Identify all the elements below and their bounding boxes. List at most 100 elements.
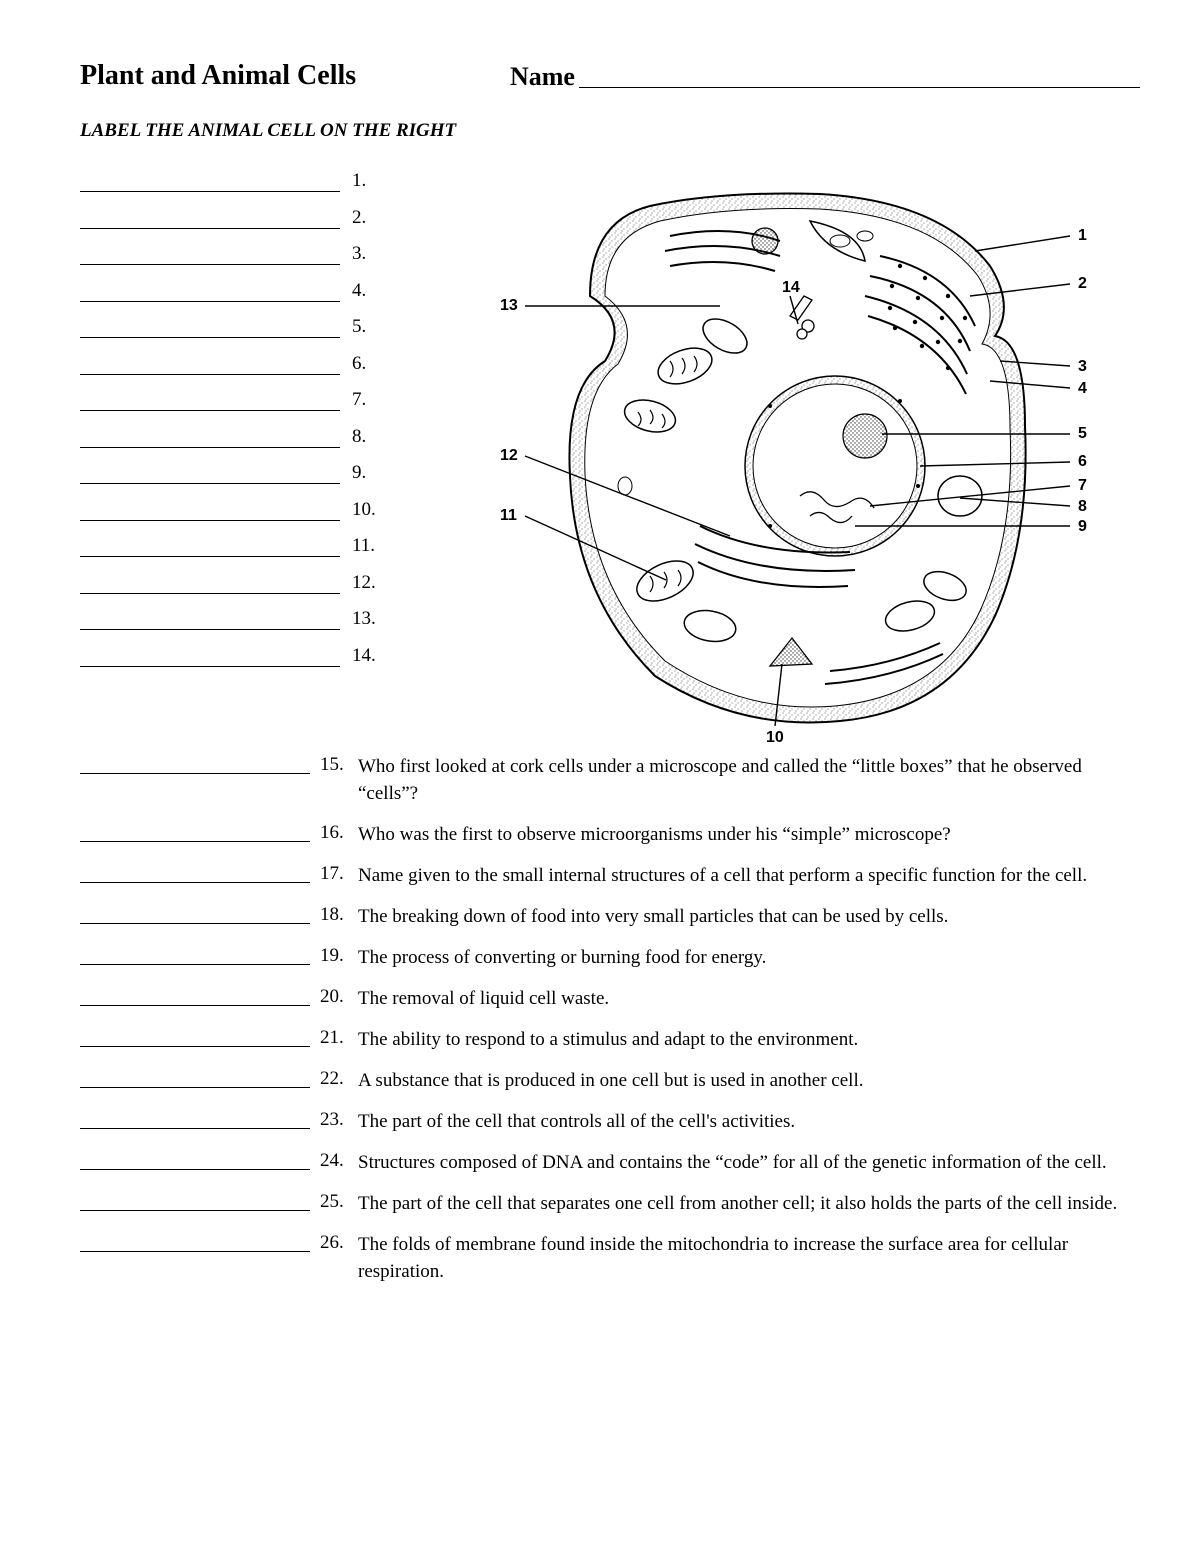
question-number: 17. (320, 863, 358, 885)
label-number: 1. (352, 170, 366, 192)
question-number: 23. (320, 1109, 358, 1131)
answer-blank[interactable] (80, 391, 340, 411)
question-number: 24. (320, 1150, 358, 1172)
question-row: 20.The removal of liquid cell waste. (80, 986, 1140, 1013)
question-text: The part of the cell that controls all o… (358, 1109, 1140, 1136)
question-row: 26.The folds of membrane found inside th… (80, 1232, 1140, 1286)
diagram-label-6: 6 (1078, 453, 1087, 470)
question-row: 21.The ability to respond to a stimulus … (80, 1027, 1140, 1054)
answer-blank[interactable] (80, 1068, 310, 1088)
answer-blank[interactable] (80, 537, 340, 557)
cell-diagram-container: 1 2 3 4 5 6 7 8 9 10 11 12 13 14 (440, 166, 1140, 746)
question-row: 17.Name given to the small internal stru… (80, 863, 1140, 890)
label-blank-row: 1. (80, 170, 420, 192)
question-text: The removal of liquid cell waste. (358, 986, 1140, 1013)
answer-blank[interactable] (80, 647, 340, 667)
answer-blank[interactable] (80, 1150, 310, 1170)
question-number: 15. (320, 754, 358, 776)
answer-blank[interactable] (80, 1191, 310, 1211)
answer-blank[interactable] (80, 355, 340, 375)
answer-blank[interactable] (80, 501, 340, 521)
question-text: Structures composed of DNA and contains … (358, 1150, 1140, 1177)
answer-blank[interactable] (80, 863, 310, 883)
question-text: Who first looked at cork cells under a m… (358, 754, 1140, 808)
answer-blank[interactable] (80, 610, 340, 630)
answer-blank[interactable] (80, 172, 340, 192)
question-row: 19.The process of converting or burning … (80, 945, 1140, 972)
question-number: 18. (320, 904, 358, 926)
section-instruction: LABEL THE ANIMAL CELL ON THE RIGHT (80, 120, 1140, 142)
worksheet-title: Plant and Animal Cells (80, 60, 510, 92)
label-blank-row: 10. (80, 499, 420, 521)
question-text: The folds of membrane found inside the m… (358, 1232, 1140, 1286)
diagram-label-14: 14 (782, 279, 800, 296)
diagram-label-13: 13 (500, 297, 518, 314)
label-blank-row: 2. (80, 207, 420, 229)
label-number: 12. (352, 572, 376, 594)
question-number: 16. (320, 822, 358, 844)
question-row: 25.The part of the cell that separates o… (80, 1191, 1140, 1218)
name-blank-line[interactable] (579, 87, 1140, 88)
question-text: Who was the first to observe microorgani… (358, 822, 1140, 849)
answer-blank[interactable] (80, 945, 310, 965)
label-blank-row: 12. (80, 572, 420, 594)
answer-blank[interactable] (80, 245, 340, 265)
answer-blank[interactable] (80, 1027, 310, 1047)
label-blank-row: 6. (80, 353, 420, 375)
label-number: 8. (352, 426, 366, 448)
answer-blank[interactable] (80, 1232, 310, 1252)
diagram-label-11: 11 (500, 507, 517, 524)
question-text: The process of converting or burning foo… (358, 945, 1140, 972)
answer-blank[interactable] (80, 822, 310, 842)
question-text: The ability to respond to a stimulus and… (358, 1027, 1140, 1054)
answer-blank[interactable] (80, 318, 340, 338)
label-number: 5. (352, 316, 366, 338)
label-number: 3. (352, 243, 366, 265)
diagram-label-3: 3 (1078, 358, 1087, 375)
label-number: 2. (352, 207, 366, 229)
question-row: 22.A substance that is produced in one c… (80, 1068, 1140, 1095)
answer-blank[interactable] (80, 428, 340, 448)
answer-blank[interactable] (80, 754, 310, 774)
label-number: 13. (352, 608, 376, 630)
answer-blank[interactable] (80, 574, 340, 594)
animal-cell-diagram: 1 2 3 4 5 6 7 8 9 10 11 12 13 14 (470, 166, 1110, 746)
answer-blank[interactable] (80, 986, 310, 1006)
diagram-label-4: 4 (1078, 380, 1087, 397)
answer-blank[interactable] (80, 464, 340, 484)
answer-blank[interactable] (80, 1109, 310, 1129)
label-number: 11. (352, 535, 375, 557)
answer-blank[interactable] (80, 904, 310, 924)
label-blank-row: 3. (80, 243, 420, 265)
label-blank-row: 9. (80, 462, 420, 484)
question-number: 26. (320, 1232, 358, 1254)
label-blank-row: 13. (80, 608, 420, 630)
label-number: 6. (352, 353, 366, 375)
label-number: 7. (352, 389, 366, 411)
answer-blank[interactable] (80, 282, 340, 302)
question-row: 18.The breaking down of food into very s… (80, 904, 1140, 931)
diagram-label-10: 10 (766, 729, 784, 746)
label-blank-row: 8. (80, 426, 420, 448)
diagram-label-12: 12 (500, 447, 518, 464)
question-number: 22. (320, 1068, 358, 1090)
diagram-label-2: 2 (1078, 275, 1087, 292)
label-blank-row: 11. (80, 535, 420, 557)
label-number: 14. (352, 645, 376, 667)
name-label: Name (510, 62, 575, 92)
question-number: 21. (320, 1027, 358, 1049)
label-blank-row: 4. (80, 280, 420, 302)
diagram-label-1: 1 (1078, 227, 1087, 244)
question-number: 19. (320, 945, 358, 967)
diagram-label-7: 7 (1078, 477, 1087, 494)
answer-blank[interactable] (80, 209, 340, 229)
label-blank-row: 5. (80, 316, 420, 338)
worksheet-header: Plant and Animal Cells Name (80, 60, 1140, 92)
question-row: 24.Structures composed of DNA and contai… (80, 1150, 1140, 1177)
top-section: 1. 2. 3. 4. 5. 6. 7. 8. 9. 10. 11. 12. 13. 14. (80, 166, 1140, 746)
diagram-label-5: 5 (1078, 425, 1087, 442)
diagram-label-9: 9 (1078, 518, 1087, 535)
label-number: 9. (352, 462, 366, 484)
diagram-label-8: 8 (1078, 498, 1087, 515)
question-row: 23.The part of the cell that controls al… (80, 1109, 1140, 1136)
